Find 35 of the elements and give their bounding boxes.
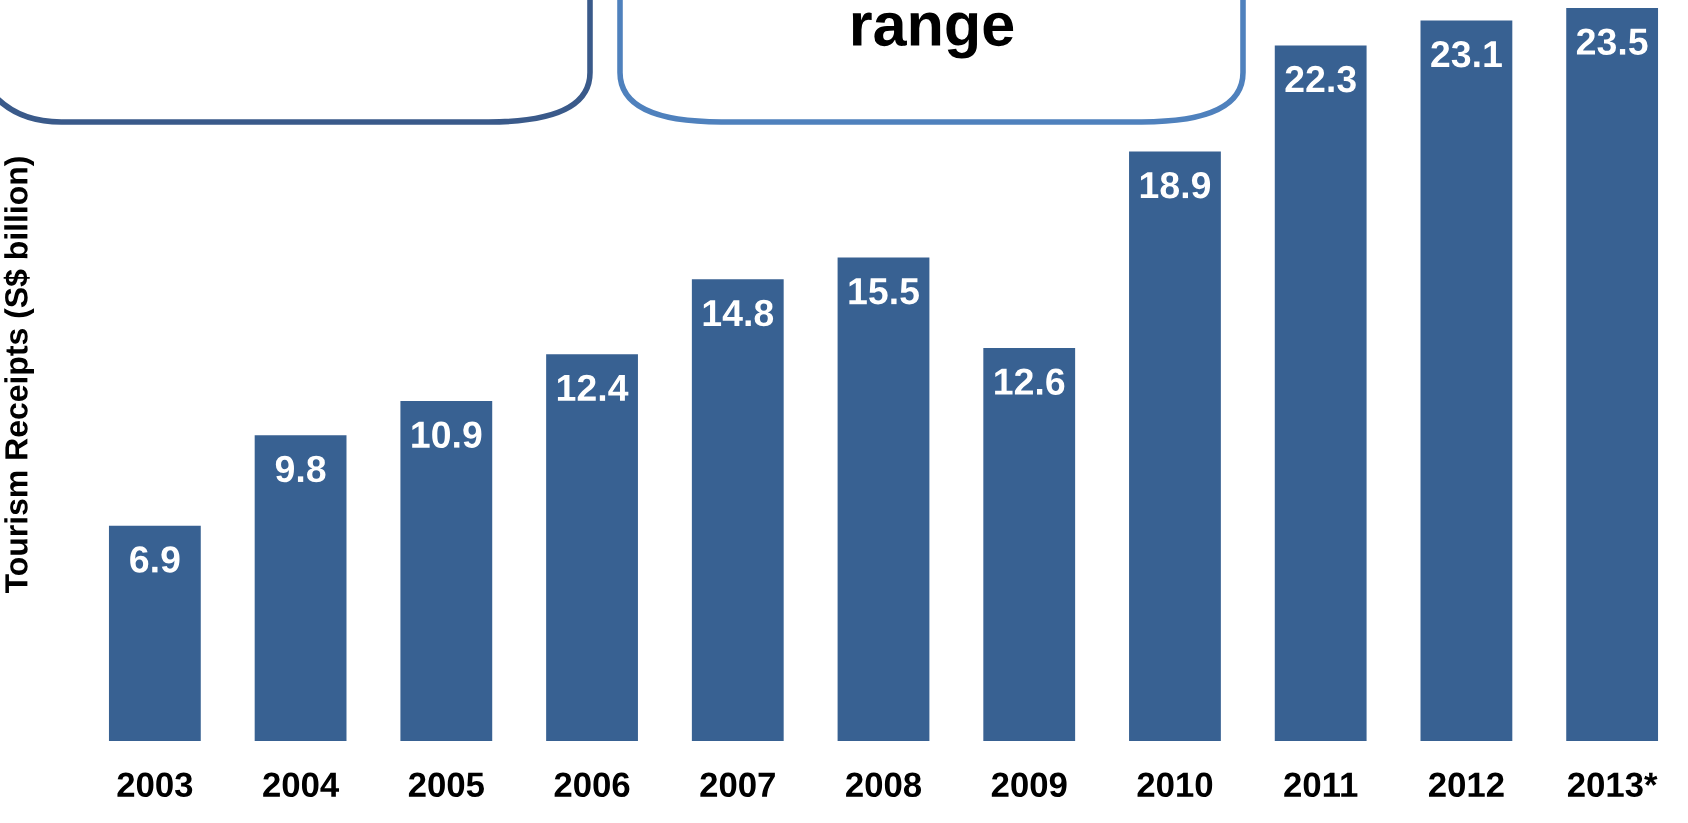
bar	[254, 435, 347, 741]
data-label: 12.6	[995, 368, 1065, 395]
x-tick-label: 2003	[117, 772, 193, 798]
x-tick-label: 2012	[1429, 772, 1504, 798]
bar	[1129, 151, 1221, 741]
x-tick-label: 2006	[554, 772, 630, 798]
bar	[983, 347, 1076, 741]
x-tick-label: 2004	[263, 772, 340, 798]
x-tick-label: 2010	[1137, 772, 1213, 798]
x-tick-label: 2009	[991, 772, 1067, 798]
data-label: 10.9	[412, 421, 482, 448]
data-label: 12.4	[557, 374, 629, 401]
bar	[1566, 8, 1659, 741]
x-tick-label: 2008	[846, 772, 922, 798]
x-tick-label: 2007	[700, 772, 775, 798]
x-tick-label: 2011	[1284, 772, 1358, 798]
data-label: 6.9	[130, 546, 180, 573]
data-label: 15.5	[849, 278, 919, 305]
bar	[108, 525, 201, 741]
bar	[1420, 20, 1513, 741]
data-label: 23.1	[1431, 40, 1502, 68]
data-label: 14.8	[703, 299, 774, 327]
bar	[400, 401, 493, 741]
x-tick-label: 2013*	[1567, 772, 1658, 798]
data-label: 23.5	[1576, 28, 1648, 56]
bar	[546, 354, 638, 741]
data-label: 9.8	[275, 455, 326, 483]
bar	[691, 279, 784, 741]
bar	[1274, 45, 1367, 741]
y-axis-title: Tourism Receipts (S$ billion)	[3, 157, 34, 594]
data-label: 18.9	[1140, 171, 1211, 199]
annotation: range	[852, 12, 1014, 59]
x-tick-label: 2005	[408, 772, 484, 798]
bar	[837, 257, 930, 741]
data-label: 22.3	[1285, 65, 1356, 93]
